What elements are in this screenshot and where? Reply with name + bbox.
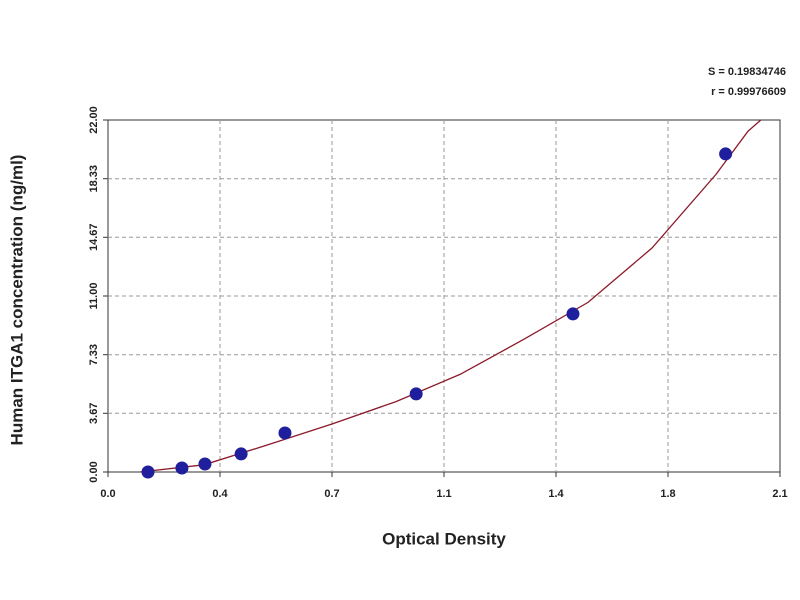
y-axis-title: Human ITGA1 concentration (ng/ml) (7, 155, 26, 446)
y-tick-label: 11.00 (88, 283, 100, 310)
x-tick-label: 1.8 (660, 488, 675, 500)
data-point (278, 426, 292, 440)
data-point (141, 465, 155, 479)
x-tick-label: 1.4 (548, 488, 564, 500)
x-tick-label: 0.0 (100, 488, 115, 500)
annotation: S = 0.19834746 (708, 66, 786, 78)
y-tick-label: 7.33 (88, 344, 100, 365)
data-point (198, 457, 212, 471)
y-tick-label: 22.00 (88, 106, 100, 134)
y-tick-label: 14.67 (88, 224, 100, 252)
data-point (719, 147, 733, 161)
y-tick-label: 0.00 (88, 461, 100, 482)
x-tick-label: 2.1 (772, 488, 787, 500)
data-point (566, 307, 580, 321)
annotation: r = 0.99976609 (711, 86, 786, 98)
data-point (409, 387, 423, 401)
y-tick-label: 18.33 (88, 165, 100, 193)
fit-curve (139, 119, 762, 473)
y-tick-label: 3.67 (88, 403, 100, 424)
x-tick-label: 0.7 (324, 488, 339, 500)
x-tick-label: 0.4 (212, 488, 228, 500)
x-tick-label: 1.1 (436, 488, 451, 500)
data-point (234, 447, 248, 461)
data-point (175, 461, 189, 475)
x-axis-title: Optical Density (382, 529, 506, 548)
